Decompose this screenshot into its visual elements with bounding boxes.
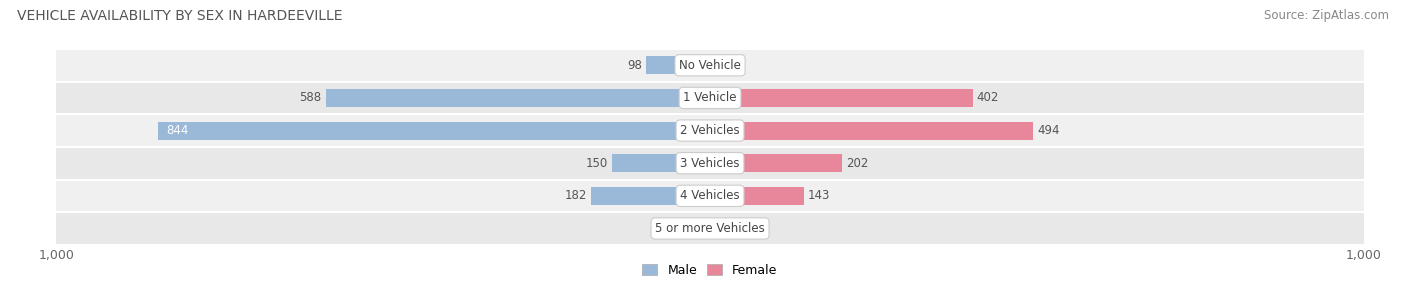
Text: 1 Vehicle: 1 Vehicle — [683, 91, 737, 104]
Text: 2 Vehicles: 2 Vehicles — [681, 124, 740, 137]
Bar — [56, 147, 1364, 180]
Text: 402: 402 — [977, 91, 1000, 104]
Text: 3 Vehicles: 3 Vehicles — [681, 157, 740, 170]
Bar — [710, 56, 721, 74]
Bar — [326, 89, 710, 107]
Text: 844: 844 — [166, 124, 188, 137]
Text: 143: 143 — [807, 189, 830, 202]
Legend: Male, Female: Male, Female — [637, 259, 783, 282]
Text: 47: 47 — [661, 222, 675, 235]
Bar — [710, 89, 973, 107]
Bar — [159, 121, 710, 140]
Text: 17: 17 — [725, 59, 740, 72]
Text: 494: 494 — [1038, 124, 1060, 137]
Bar — [710, 187, 803, 205]
Bar — [710, 121, 1033, 140]
Bar — [679, 219, 710, 237]
Text: 150: 150 — [586, 157, 607, 170]
Text: 588: 588 — [299, 91, 322, 104]
Text: VEHICLE AVAILABILITY BY SEX IN HARDEEVILLE: VEHICLE AVAILABILITY BY SEX IN HARDEEVIL… — [17, 9, 343, 23]
Bar — [710, 154, 842, 172]
Text: 5 or more Vehicles: 5 or more Vehicles — [655, 222, 765, 235]
Text: No Vehicle: No Vehicle — [679, 59, 741, 72]
Text: 98: 98 — [627, 59, 643, 72]
Bar — [56, 180, 1364, 212]
Text: 4 Vehicles: 4 Vehicles — [681, 189, 740, 202]
Text: Source: ZipAtlas.com: Source: ZipAtlas.com — [1264, 9, 1389, 22]
Bar — [645, 56, 710, 74]
Bar — [56, 212, 1364, 245]
Text: 0: 0 — [714, 222, 721, 235]
Bar — [612, 154, 710, 172]
Text: 182: 182 — [565, 189, 588, 202]
Bar — [56, 82, 1364, 114]
Bar — [56, 49, 1364, 82]
Bar — [56, 114, 1364, 147]
Text: 202: 202 — [846, 157, 869, 170]
Bar — [591, 187, 710, 205]
